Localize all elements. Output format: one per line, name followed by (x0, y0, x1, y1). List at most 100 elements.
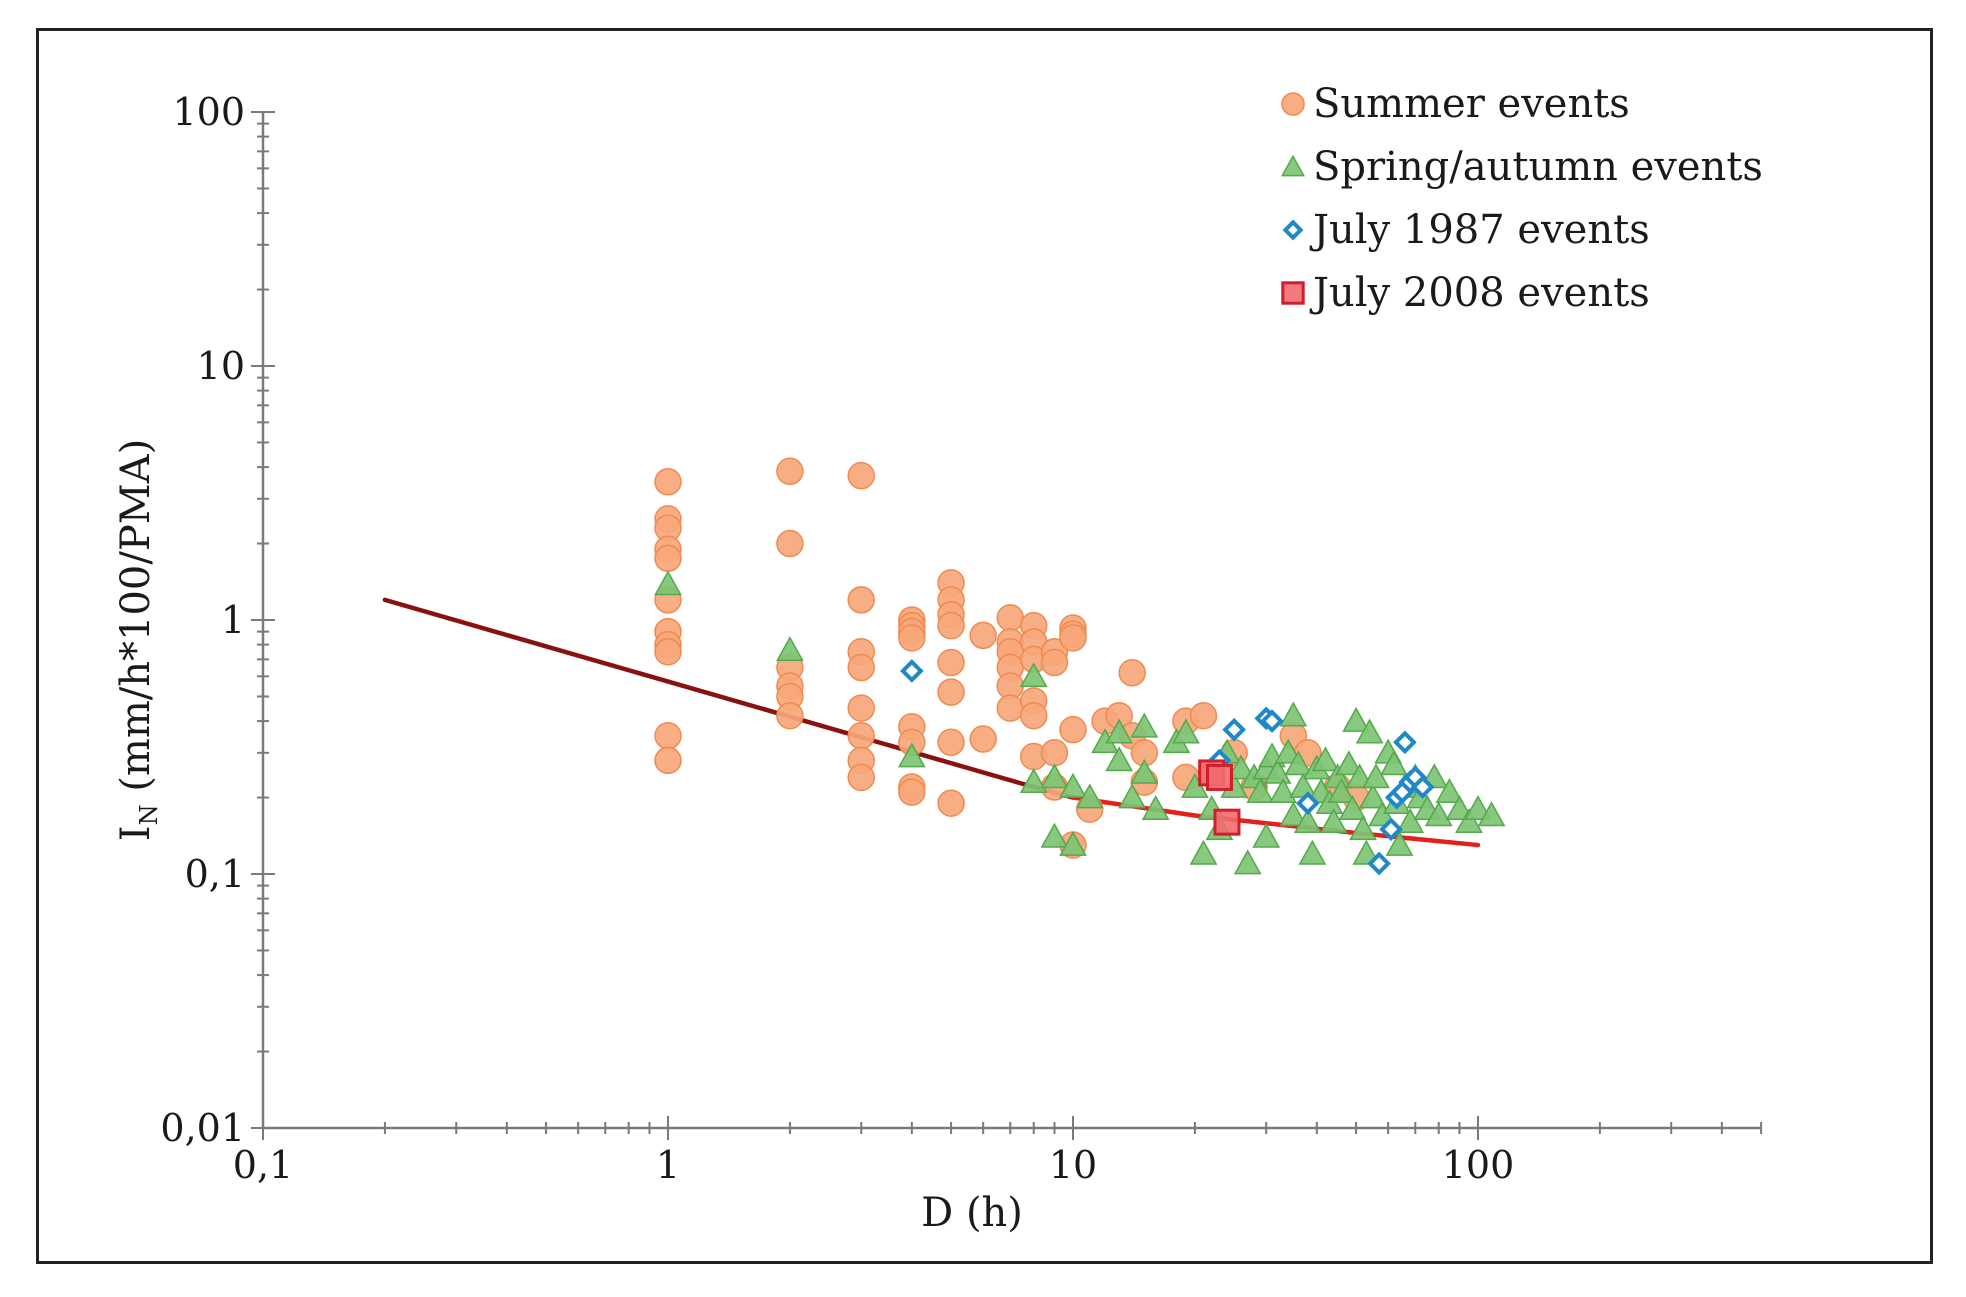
data-point (1362, 763, 1390, 789)
data-point (776, 701, 804, 730)
y-tick-label: 0,1 (185, 852, 245, 896)
series-july-2008-events (1198, 759, 1241, 836)
legend-label: Spring/autumn events (1313, 144, 1763, 190)
data-point (1349, 815, 1377, 841)
data-point (1279, 801, 1308, 827)
data-point (1358, 783, 1387, 809)
data-point (1059, 624, 1087, 652)
data-point (1019, 662, 1048, 688)
data-point (654, 637, 682, 666)
data-point (847, 586, 875, 614)
data-point (847, 461, 875, 490)
y-tick-label: 10 (197, 344, 245, 388)
figure-frame: 0,1 1 10 100 0,01 0,1 1 10 100 Summer events Spri… (36, 28, 1933, 1264)
threshold-line (382, 597, 1076, 800)
data-point (1385, 830, 1414, 856)
data-point (1455, 808, 1483, 833)
data-point (1019, 767, 1048, 793)
x-tick-label: 100 (1442, 1143, 1515, 1187)
series-july-1987-events (900, 659, 1435, 876)
data-point (1298, 839, 1327, 865)
data-point (776, 457, 804, 486)
data-point (898, 624, 926, 652)
data-point (847, 763, 875, 792)
data-point (1189, 839, 1218, 865)
data-point (776, 529, 804, 558)
data-point (1410, 775, 1435, 799)
data-point (1424, 801, 1453, 827)
data-point (1464, 795, 1492, 820)
data-point (1205, 763, 1233, 791)
data-point (847, 694, 875, 722)
data-point (654, 544, 682, 573)
y-axis-title-main: I (113, 825, 159, 841)
data-point (654, 722, 682, 750)
data-point (1260, 709, 1284, 733)
x-axis-title: D (h) (921, 1190, 1023, 1236)
data-point (1233, 849, 1262, 875)
data-point (1311, 746, 1340, 772)
y-tick-label: 100 (172, 90, 245, 134)
data-point (1105, 746, 1134, 772)
data-point (1075, 783, 1104, 809)
data-point (1367, 851, 1391, 876)
data-point (1284, 750, 1313, 776)
data-point (1059, 715, 1087, 744)
x-tick-label: 0,1 (233, 1143, 293, 1187)
data-point (898, 778, 926, 806)
data-point (1435, 778, 1464, 803)
legend-marker (1282, 219, 1304, 241)
x-tick-label: 10 (1049, 1143, 1097, 1187)
data-point (654, 746, 682, 775)
legend-marker (1281, 92, 1305, 116)
data-point (1040, 739, 1069, 767)
data-point (1040, 822, 1069, 848)
data-point (1040, 763, 1069, 789)
data-point (1263, 758, 1292, 784)
legend: Summer events Spring/autumn events July 19… (1281, 81, 1763, 316)
data-point (1020, 701, 1048, 730)
data-point (1040, 648, 1069, 677)
data-point (1246, 778, 1275, 803)
legend-marker (1281, 154, 1305, 177)
legend-label: Summer events (1313, 81, 1630, 127)
data-point (937, 611, 965, 640)
data-point (937, 678, 965, 706)
data-point (1327, 778, 1356, 803)
data-point (654, 570, 682, 596)
data-point (776, 636, 804, 662)
data-point (847, 722, 875, 750)
y-tick-label: 0,01 (160, 1106, 245, 1150)
data-points (654, 457, 1506, 876)
data-point (1293, 808, 1322, 833)
data-point (1172, 718, 1200, 744)
data-point (1380, 750, 1408, 776)
data-point (1105, 718, 1134, 744)
data-point (1396, 808, 1425, 833)
data-point (937, 648, 965, 677)
data-point (1295, 791, 1320, 816)
data-point (1222, 717, 1246, 742)
y-tick-label: 1 (221, 598, 245, 642)
data-point (1355, 718, 1384, 744)
data-point (996, 604, 1025, 632)
data-point (969, 725, 997, 753)
y-axis-title: IN (mm/h*100/PMA) (113, 439, 163, 841)
data-point (1118, 658, 1146, 687)
data-point (1445, 795, 1474, 820)
y-axis-title-sub: N (135, 804, 163, 825)
data-point (900, 659, 924, 683)
legend-label: July 2008 events (1309, 270, 1650, 316)
data-point (1130, 758, 1159, 784)
data-point (1338, 795, 1367, 820)
data-point (1335, 750, 1363, 776)
data-point (1279, 701, 1308, 727)
data-point (1213, 808, 1241, 836)
data-point (969, 621, 997, 650)
legend-marker (1281, 281, 1305, 305)
data-point (1252, 822, 1281, 848)
data-point (1477, 801, 1506, 827)
data-point (1379, 817, 1403, 842)
data-point (897, 742, 926, 768)
